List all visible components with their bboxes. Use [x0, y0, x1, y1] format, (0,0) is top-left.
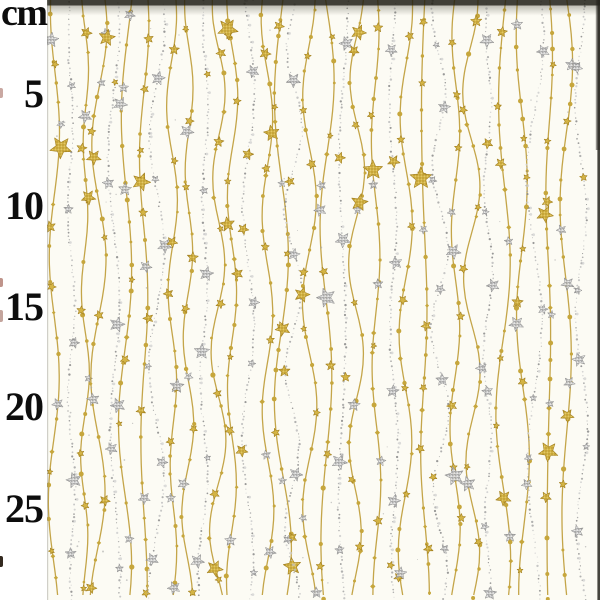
ruler-mark-15: 15	[5, 284, 44, 329]
cm-ruler: cm 5 10 15 20 25	[0, 0, 48, 600]
fabric-swatch-photo	[47, 0, 600, 600]
ruler-edge-tick	[0, 88, 3, 98]
ruler-mark-5: 5	[24, 71, 44, 116]
ruler-mark-10: 10	[5, 183, 44, 228]
ruler-edge-tick	[0, 278, 3, 287]
ruler-edge-tick	[0, 310, 3, 322]
ruler-mark-20: 20	[5, 384, 44, 429]
ruler-unit-label: cm	[1, 0, 48, 34]
ruler-edge-tick	[0, 556, 3, 567]
star-garland-fabric-pattern	[47, 0, 600, 600]
ruler-mark-25: 25	[5, 486, 44, 531]
